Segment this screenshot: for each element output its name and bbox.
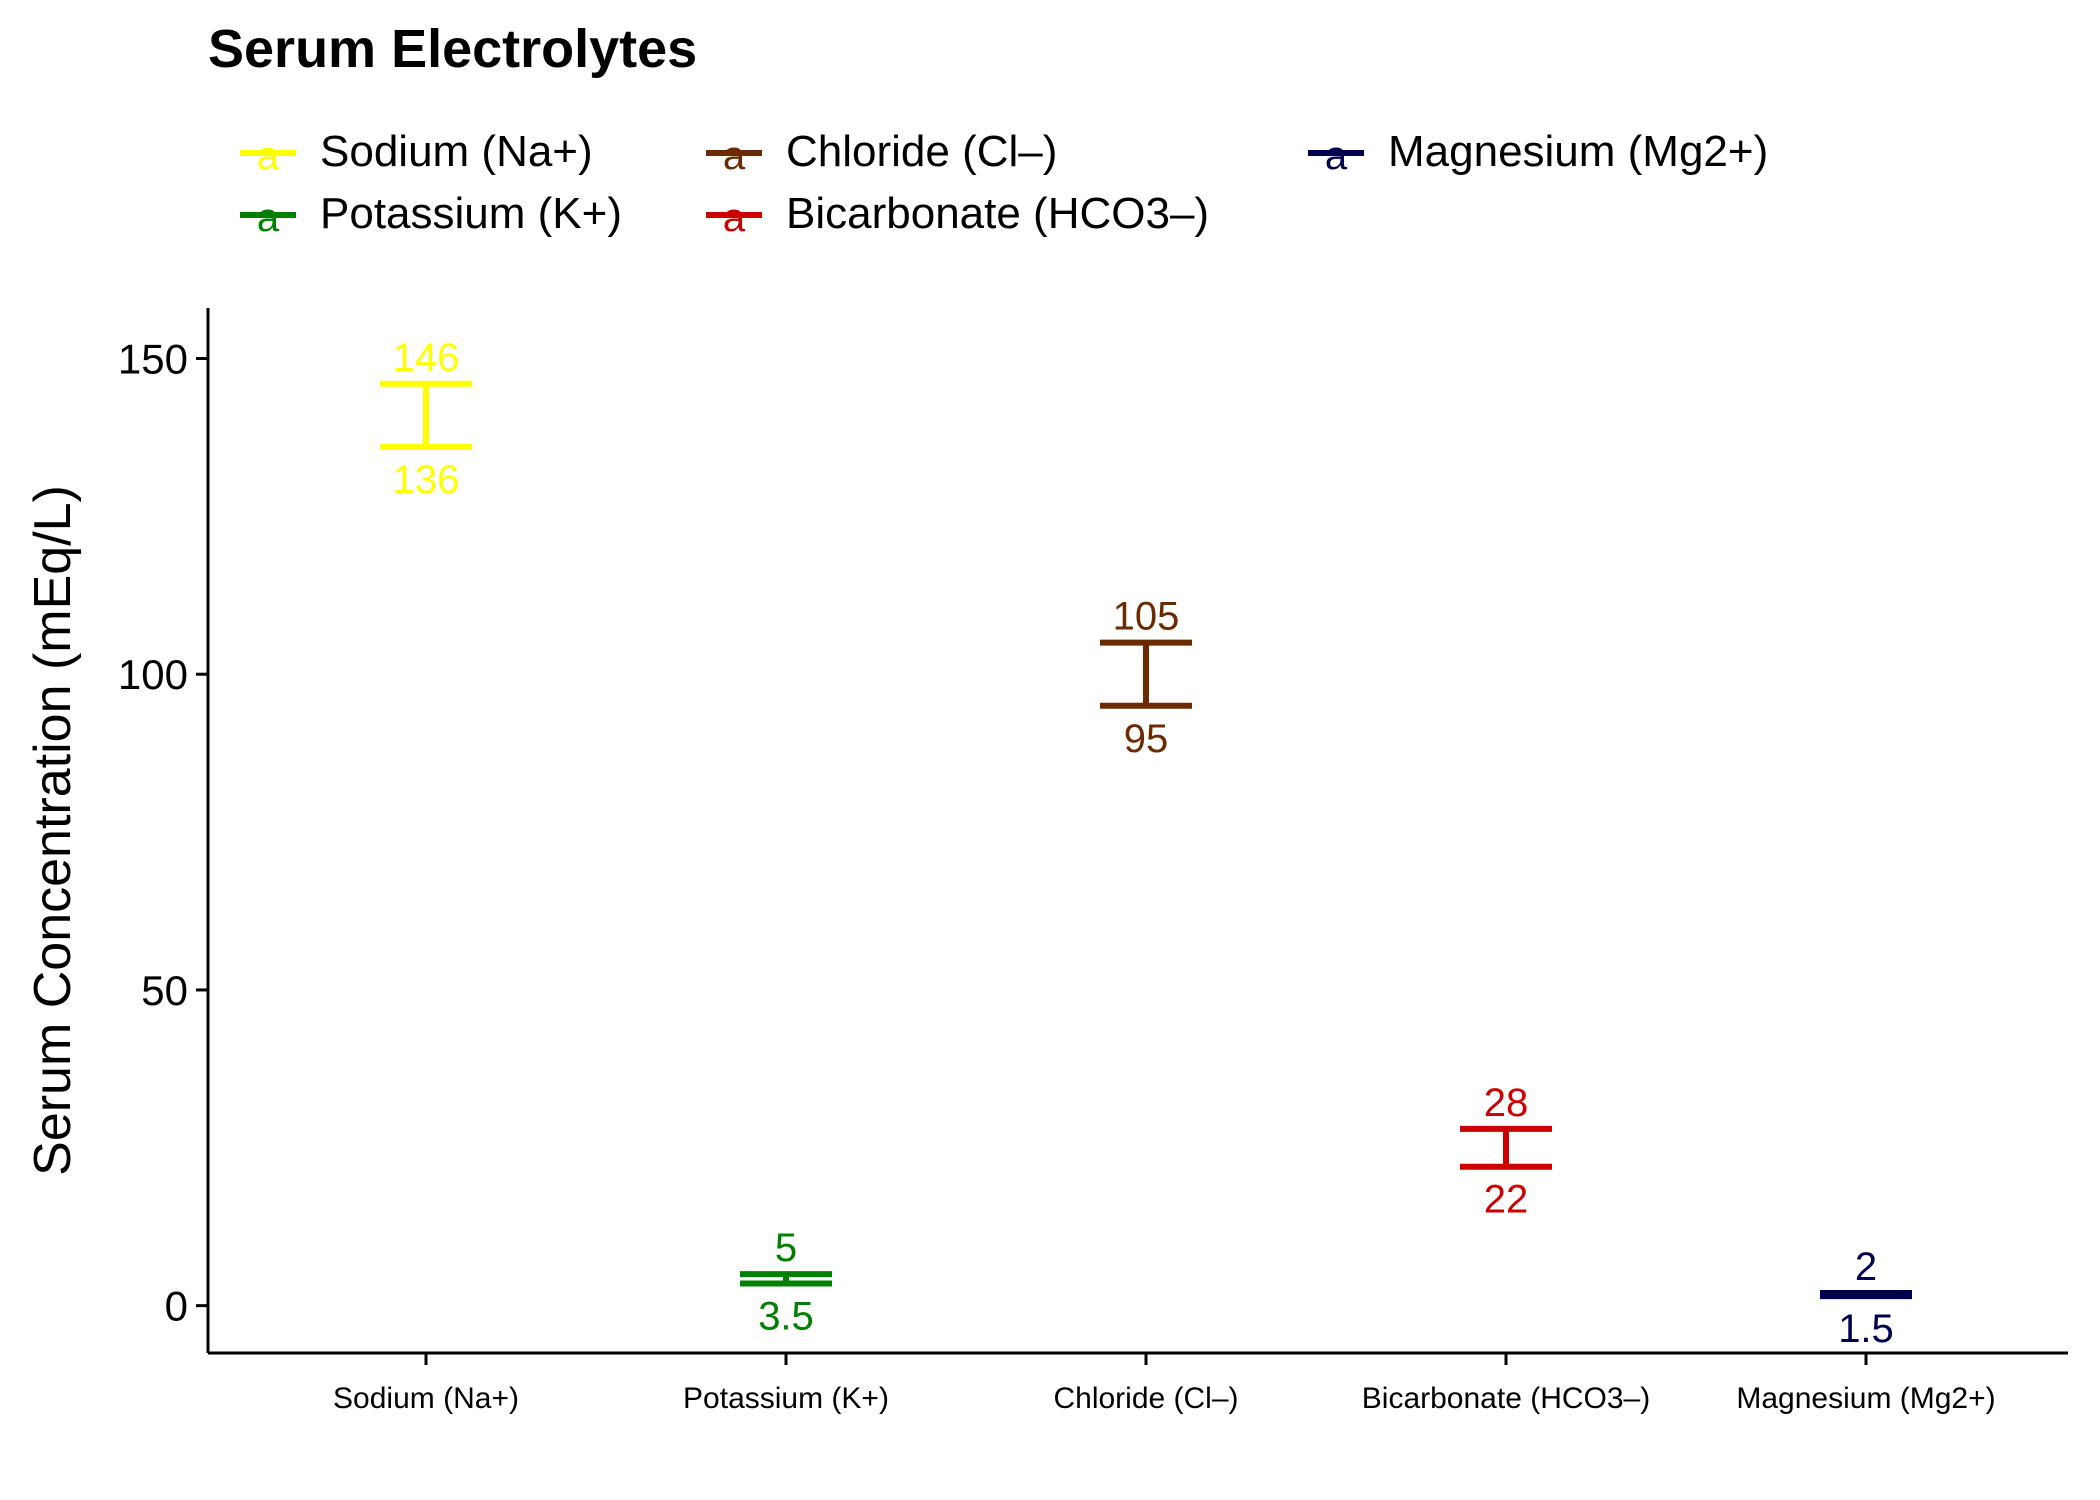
value-label-high: 5 [775, 1226, 797, 1270]
value-label-high: 28 [1484, 1081, 1529, 1125]
x-tick-label: Magnesium (Mg2+) [1736, 1382, 1995, 1415]
legend-label: Magnesium (Mg2+) [1388, 127, 1769, 176]
x-tick-label: Sodium (Na+) [333, 1382, 519, 1415]
legend-key: a [1308, 122, 1364, 182]
legend-key-glyph: a [256, 196, 280, 240]
legend-key-line [240, 150, 296, 156]
y-axis-title: Serum Concentration (mEq/L) [24, 485, 82, 1176]
legend-label: Bicarbonate (HCO3–) [786, 189, 1210, 238]
legend-key-line [240, 212, 296, 218]
x-tick-label: Chloride (Cl–) [1053, 1382, 1238, 1415]
legend-item: a Bicarbonate (HCO3–) [706, 184, 1209, 244]
value-label-low: 3.5 [758, 1295, 814, 1339]
value-label-low: 1.5 [1838, 1307, 1894, 1351]
legend-key: a [706, 184, 762, 244]
value-label-low: 22 [1484, 1178, 1529, 1222]
x-tick-label: Bicarbonate (HCO3–) [1362, 1382, 1650, 1415]
legend-label: Chloride (Cl–) [786, 127, 1058, 176]
legend-item: a Sodium (Na+) [240, 122, 593, 182]
legend-item: a Magnesium (Mg2+) [1308, 122, 1768, 182]
legend-key-line [1308, 150, 1364, 156]
y-tick-label: 0 [165, 1283, 188, 1330]
legend-key: a [240, 184, 296, 244]
legend-key: a [706, 122, 762, 182]
legend-key-glyph: a [256, 134, 280, 178]
value-label-high: 105 [1113, 595, 1180, 639]
legend: a Sodium (Na+) a Potassium (K+) a Chloride (C… [240, 122, 1940, 262]
legend-label: Sodium (Na+) [320, 127, 593, 176]
legend-key: a [240, 122, 296, 182]
legend-key-glyph: a [722, 134, 746, 178]
value-label-low: 136 [393, 458, 460, 502]
y-tick-label: 100 [118, 651, 188, 698]
value-label-high: 2 [1855, 1245, 1877, 1289]
value-label-high: 146 [393, 336, 460, 380]
legend-key-line [706, 150, 762, 156]
legend-key-glyph: a [1324, 134, 1348, 178]
chart-title: Serum Electrolytes [208, 19, 698, 79]
legend-item: a Chloride (Cl–) [706, 122, 1057, 182]
legend-label: Potassium (K+) [320, 189, 622, 238]
value-label-low: 95 [1124, 717, 1169, 761]
y-tick-label: 50 [141, 967, 188, 1014]
legend-key-glyph: a [722, 196, 746, 240]
legend-key-line [706, 212, 762, 218]
x-tick-label: Potassium (K+) [683, 1382, 889, 1415]
legend-item: a Potassium (K+) [240, 184, 622, 244]
y-tick-label: 150 [118, 336, 188, 383]
